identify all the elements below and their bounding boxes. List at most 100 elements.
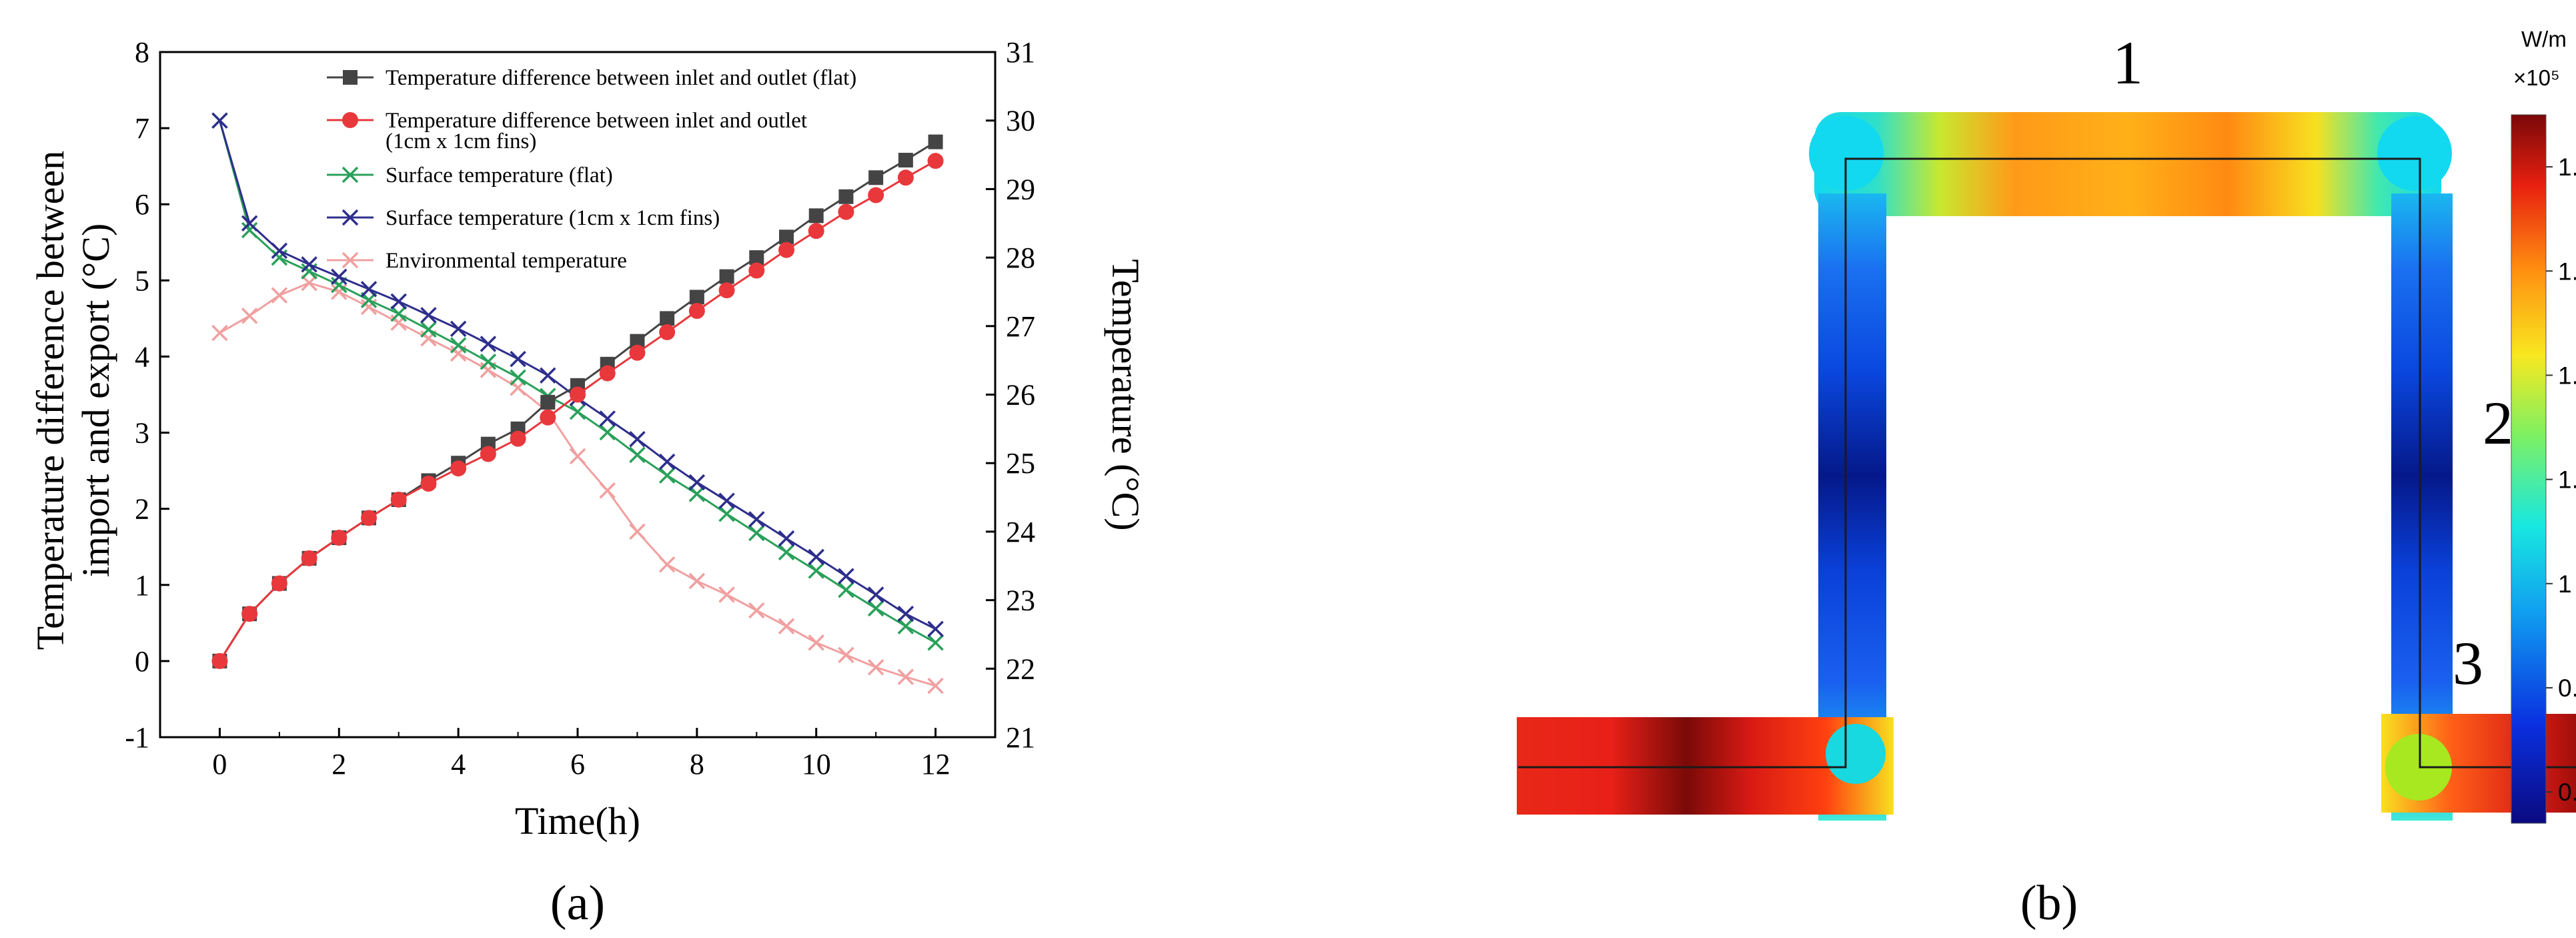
data-point [390, 293, 407, 310]
right-tick-label: 24 [1006, 516, 1035, 548]
data-point [927, 677, 944, 694]
pipe-top-segment [1814, 112, 2441, 216]
data-point [271, 242, 288, 260]
data-point [271, 575, 287, 592]
data-point [838, 189, 854, 204]
data-point [301, 256, 317, 273]
data-point [778, 544, 795, 560]
data-point [897, 618, 914, 634]
data-point [718, 505, 735, 522]
panel-label-b: (b) [2020, 876, 2078, 931]
data-point [480, 353, 497, 370]
data-point [748, 602, 765, 619]
series-group [211, 112, 944, 694]
data-point [779, 229, 794, 245]
y-left-axis-label-line1: Temperature difference between [29, 151, 72, 650]
legend-label: Surface temperature (flat) [386, 163, 613, 187]
data-point [241, 215, 258, 231]
right-tick-label: 25 [1006, 447, 1035, 480]
colorbar-tick-label: 1 [2558, 570, 2572, 598]
data-point [897, 605, 914, 622]
data-point [420, 307, 437, 324]
colorbar-tick-label: 1.2 [2558, 362, 2576, 389]
left-tick-label: 6 [135, 188, 149, 221]
data-point [540, 394, 556, 410]
data-point [808, 548, 824, 566]
corner-bottom-right [2385, 734, 2452, 801]
legend-item-3: Surface temperature (1cm x 1cm fins) [327, 206, 720, 230]
data-point [778, 618, 795, 634]
data-point [867, 659, 884, 676]
data-point [658, 467, 676, 484]
colorbar [2511, 114, 2547, 824]
series-1 [211, 153, 944, 669]
data-point [480, 446, 496, 462]
data-point [749, 250, 764, 266]
colorbar-tick-label: 0.8 [2558, 779, 2576, 806]
data-point [331, 530, 348, 546]
series-line [218, 120, 936, 630]
data-point [778, 242, 794, 258]
data-point [868, 170, 884, 185]
right-axis-ticks: 21 22 23 24 25 26 27 28 29 30 31 [986, 36, 1035, 754]
legend-item-1: Temperature difference between inlet and… [327, 109, 807, 153]
legend-label: Temperature difference between inlet and… [386, 109, 807, 133]
data-point [450, 460, 467, 477]
colorbar-multiplier: ×10⁵ [2513, 65, 2560, 90]
data-point [629, 344, 646, 361]
data-point [719, 269, 734, 284]
data-point [718, 282, 735, 299]
colorbar-tick-label: 1.1 [2558, 466, 2576, 494]
x-tick-label: 10 [802, 748, 831, 781]
legend-marker [342, 166, 359, 183]
region-label-2: 2 [2483, 389, 2513, 457]
left-tick-label: 1 [135, 569, 149, 602]
left-axis-ticks: -1 0 1 2 3 4 5 6 7 8 [125, 36, 169, 754]
data-point [748, 524, 765, 542]
data-point [570, 386, 586, 403]
data-point [838, 203, 854, 220]
y-left-axis-label: Temperature difference between import an… [29, 151, 117, 650]
data-point [390, 306, 407, 322]
data-point [659, 324, 676, 340]
data-point [689, 290, 704, 305]
data-point [301, 274, 317, 292]
data-point [510, 369, 526, 386]
colorbar-tick-label: 1.3 [2558, 258, 2576, 285]
pipe-centerline [1518, 157, 2576, 769]
data-point [688, 474, 706, 491]
left-tick-label: 4 [135, 340, 149, 373]
colorbar-unit: W/m [2521, 27, 2567, 51]
data-point [301, 550, 317, 566]
data-point [867, 586, 884, 603]
data-point [241, 606, 258, 622]
data-point [510, 350, 526, 368]
left-tick-label: 2 [135, 493, 149, 526]
legend-label: Surface temperature (1cm x 1cm fins) [386, 206, 720, 230]
right-tick-label: 29 [1006, 173, 1035, 205]
x-tick-label: 0 [212, 748, 227, 781]
left-tick-label: 8 [135, 36, 149, 69]
data-point [838, 646, 854, 663]
series-line [219, 282, 936, 687]
data-point [898, 153, 913, 168]
right-tick-label: 23 [1006, 584, 1035, 617]
corner-top-right [2377, 116, 2452, 191]
data-point [510, 430, 526, 447]
x-axis-label: Time(h) [515, 799, 640, 843]
y-left-axis-label-line2: import and export (°C) [74, 223, 117, 578]
left-tick-label: 5 [135, 264, 149, 297]
colorbar-tick-label: 0.9 [2558, 674, 2576, 702]
data-point [241, 221, 258, 239]
pipe-left-vertical [1818, 193, 1886, 821]
data-point [838, 568, 854, 584]
right-tick-label: 27 [1006, 310, 1035, 343]
data-point [927, 634, 944, 651]
data-point [540, 409, 556, 426]
right-tick-label: 28 [1006, 242, 1035, 274]
data-point [599, 410, 616, 427]
right-tick-label: 21 [1006, 721, 1035, 754]
legend-marker [342, 209, 359, 226]
colorbar-tick-label: 1.4 [2558, 153, 2576, 181]
legend-marker [342, 112, 358, 128]
